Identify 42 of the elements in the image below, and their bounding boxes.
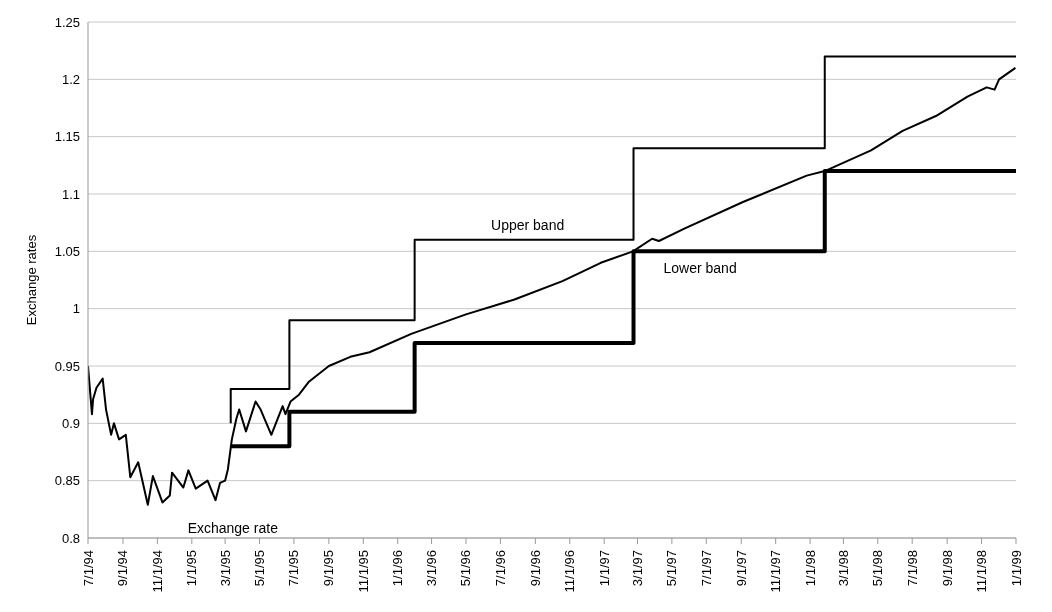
x-tick-label: 7/1/96 (492, 550, 508, 587)
x-tick-label: 1/1/97 (596, 550, 612, 587)
x-tick-label: 5/1/97 (664, 550, 680, 587)
y-tick-label: 1.2 (61, 71, 80, 87)
x-tick-label: 9/1/96 (527, 550, 543, 587)
x-tick-label: 3/1/98 (835, 550, 851, 587)
y-tick-label: 0.95 (54, 358, 80, 374)
y-tick-label: 1.15 (54, 129, 80, 145)
x-tick-label: 1/1/99 (1008, 550, 1024, 587)
y-tick-label: 1.1 (61, 186, 80, 202)
x-tick-label: 3/1/95 (217, 550, 233, 587)
x-tick-label: 5/1/98 (870, 550, 886, 587)
y-tick-label: 0.85 (54, 473, 80, 489)
x-tick-label: 9/1/98 (939, 550, 955, 587)
x-tick-label: 11/1/96 (562, 550, 578, 593)
x-tick-label: 11/1/94 (149, 550, 165, 593)
x-tick-label: 7/1/98 (904, 550, 920, 587)
x-tick-label: 11/1/95 (355, 550, 371, 593)
x-tick-label: 3/1/97 (629, 550, 645, 587)
y-tick-label: 0.9 (61, 415, 80, 431)
series-label: Lower band (663, 260, 737, 277)
x-tick-label: 5/1/96 (458, 550, 474, 587)
x-tick-label: 11/1/97 (768, 550, 784, 593)
x-tick-label: 1/1/96 (390, 550, 406, 587)
x-tick-label: 1/1/95 (184, 550, 200, 587)
y-axis-title: Exchange rates (23, 234, 39, 326)
x-tick-label: 5/1/95 (252, 550, 267, 587)
x-tick-label: 7/1/95 (286, 550, 302, 587)
x-tick-label: 1/1/98 (802, 550, 818, 587)
x-tick-label: 9/1/94 (115, 550, 131, 587)
x-tick-label: 11/1/98 (974, 550, 990, 593)
x-tick-label: 9/1/95 (321, 550, 337, 587)
series-label: Upper band (491, 216, 565, 233)
y-tick-label: 1.25 (54, 14, 80, 30)
text: Exchange rate (187, 519, 279, 536)
x-tick-label: 9/1/97 (733, 550, 749, 587)
x-tick-label: 3/1/96 (424, 550, 440, 587)
x-tick-label: 7/1/97 (698, 550, 714, 587)
y-tick-label: 0.8 (61, 530, 80, 546)
x-tick-label: 7/1/94 (80, 550, 96, 587)
y-tick-label: 1 (72, 301, 80, 317)
y-tick-label: 1.05 (54, 243, 80, 259)
